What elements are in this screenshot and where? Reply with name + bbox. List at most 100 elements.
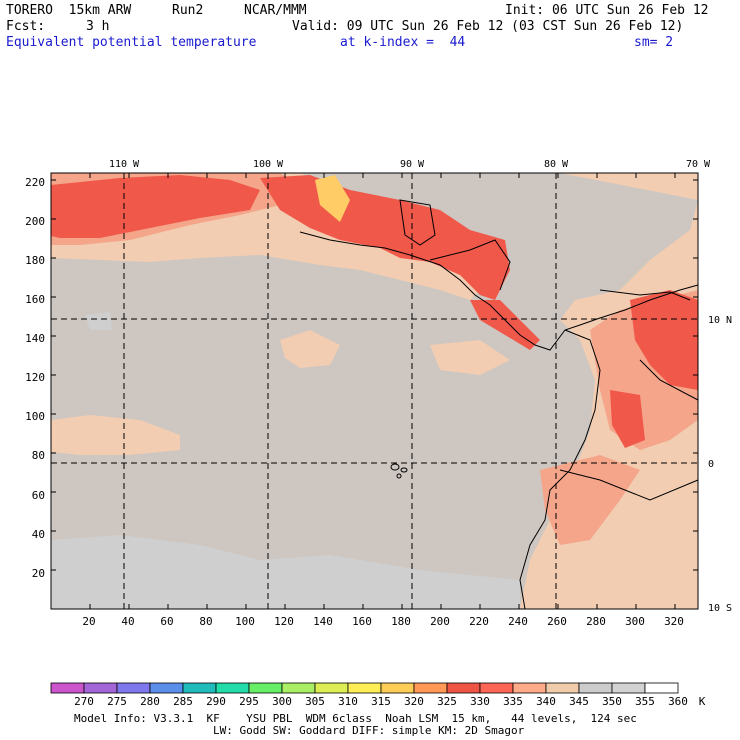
lat-lon-grid (51, 173, 698, 609)
field-red-panama (470, 300, 540, 350)
x-tick-300: 300 (625, 615, 645, 628)
map-field (51, 173, 698, 609)
physics-info: LW: Godd SW: Goddard DIFF: simple KM: 2D… (213, 724, 525, 737)
lat-label-eq: 0 (708, 459, 714, 470)
lat-label-10n: 10 N (708, 315, 732, 326)
x-tick-140: 140 (313, 615, 333, 628)
colorbar-label-345: 345 (569, 695, 589, 708)
forecast-label: Fcst: (6, 19, 46, 34)
border-central-america (429, 239, 511, 291)
x-tick-220: 220 (469, 615, 489, 628)
y-tick-120: 120 (25, 371, 45, 384)
field-gray-south (51, 535, 520, 609)
colorbar-label-340: 340 (536, 695, 556, 708)
colorbar-label-325: 325 (437, 695, 457, 708)
field-red-venezuela (630, 290, 698, 390)
coast-pacific-north (299, 231, 699, 351)
field-salmon-coast (540, 455, 640, 545)
y-tick-20: 20 (32, 567, 45, 580)
lon-label-100w: 100 W (253, 159, 284, 170)
colorbar-swatch (215, 682, 250, 694)
run-label: Run2 (172, 3, 204, 18)
x-tick-320: 320 (664, 615, 684, 628)
smoothing-info: sm= 2 (634, 35, 674, 50)
y-tick-60: 60 (32, 489, 45, 502)
colorbar-label-270: 270 (74, 695, 94, 708)
field-peach-patch (280, 330, 340, 368)
colorbar-swatch (50, 682, 85, 694)
valid-time: Valid: 09 UTC Sun 26 Feb 12 (03 CST Sun … (292, 19, 684, 34)
colorbar-swatch (83, 682, 118, 694)
field-name: Equivalent potential temperature (6, 35, 257, 50)
colorbar-label-300: 300 (272, 695, 292, 708)
colorbar-label-350: 350 (602, 695, 622, 708)
field-gray-patch (85, 312, 112, 330)
colorbar-swatch (380, 682, 415, 694)
y-tick-80: 80 (32, 449, 45, 462)
colorbar-label-280: 280 (140, 695, 160, 708)
colorbar-swatch (413, 682, 448, 694)
axis-ticks (50, 173, 698, 610)
galapagos-island-2 (400, 467, 408, 473)
colorbar-swatch (512, 682, 547, 694)
colorbar-label-285: 285 (173, 695, 193, 708)
colorbar-swatch (314, 682, 349, 694)
y-tick-140: 140 (25, 332, 45, 345)
galapagos-island-3 (396, 473, 402, 479)
y-tick-220: 220 (25, 176, 45, 189)
colorbar-label-310: 310 (338, 695, 358, 708)
lon-label-90w: 90 W (400, 159, 425, 170)
colorbar-swatch (281, 682, 316, 694)
init-time: Init: 06 UTC Sun 26 Feb 12 (505, 3, 709, 18)
galapagos-island-1 (390, 463, 400, 471)
border-peru (559, 469, 699, 501)
colorbar-label-290: 290 (206, 695, 226, 708)
colorbar-labels: 270 275 280 285 290 295 300 305 310 315 … (74, 695, 706, 708)
x-tick-260: 260 (547, 615, 567, 628)
colorbar-label-295: 295 (239, 695, 259, 708)
x-tick-160: 160 (352, 615, 372, 628)
border-venezuela (599, 289, 699, 401)
colorbar-label-320: 320 (404, 695, 424, 708)
colorbar-label-360: 360 (668, 695, 688, 708)
border-yucatan (399, 199, 436, 246)
y-tick-200: 200 (25, 215, 45, 228)
y-tick-100: 100 (25, 410, 45, 423)
field-red-andes (610, 390, 645, 448)
colorbar-swatch (644, 682, 679, 694)
x-tick-280: 280 (586, 615, 606, 628)
coastlines (299, 199, 699, 610)
field-warm-patch (315, 175, 350, 222)
colorbar-swatch (116, 682, 151, 694)
x-tick-20: 20 (82, 615, 95, 628)
map-frame (50, 172, 699, 610)
colorbar-swatch (545, 682, 580, 694)
colorbar-swatch (347, 682, 382, 694)
field-peach-patch-2 (430, 340, 510, 375)
x-tick-60: 60 (160, 615, 173, 628)
coast-south-america (519, 329, 601, 610)
colorbar-swatch (611, 682, 646, 694)
lon-label-70w: 70 W (686, 159, 711, 170)
colorbar-label-315: 315 (371, 695, 391, 708)
x-tick-240: 240 (508, 615, 528, 628)
org-label: NCAR/MMM (244, 3, 307, 18)
colorbar-label-305: 305 (305, 695, 325, 708)
model-title: TORERO 15km ARW (6, 3, 132, 18)
colorbar-swatch (578, 682, 613, 694)
field-red-west (51, 175, 260, 238)
lat-label-10s: 10 S (708, 603, 732, 614)
colorbar-swatch (182, 682, 217, 694)
y-tick-160: 160 (25, 293, 45, 306)
x-tick-120: 120 (274, 615, 294, 628)
colorbar-swatch (446, 682, 481, 694)
y-tick-40: 40 (32, 528, 45, 541)
x-tick-100: 100 (235, 615, 255, 628)
colorbar-label-335: 335 (503, 695, 523, 708)
colorbar-label-355: 355 (635, 695, 655, 708)
model-info: Model Info: V3.3.1 KF YSU PBL WDM 6class… (74, 712, 637, 725)
x-tick-200: 200 (430, 615, 450, 628)
colorbar-label-275: 275 (107, 695, 127, 708)
colorbar-swatch (479, 682, 514, 694)
